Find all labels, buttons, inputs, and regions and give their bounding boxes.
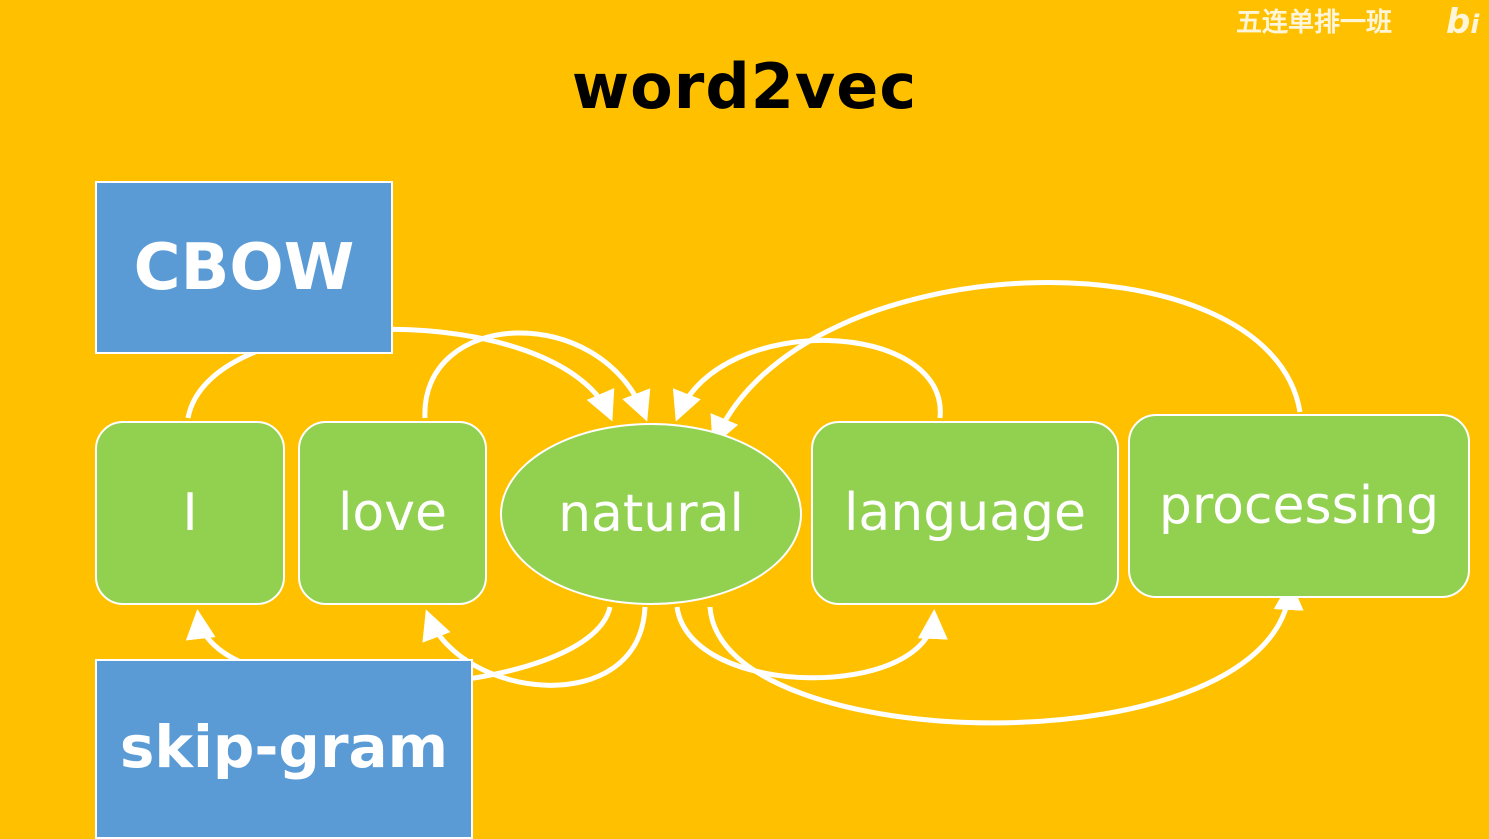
- cbow-label-box: CBOW: [95, 181, 393, 354]
- word-box-i: I: [95, 421, 285, 605]
- arrow-processing-to-natural: [710, 280, 1303, 447]
- word-ellipse-natural: natural: [500, 423, 802, 605]
- arrow-love-to-natural: [422, 330, 651, 422]
- bilibili-logo-icon: bi: [1446, 2, 1480, 42]
- arrow-language-to-natural: [672, 338, 943, 422]
- word-box-language: language: [811, 421, 1119, 605]
- arrow-natural-to-language: [674, 606, 948, 681]
- word-box-love: love: [298, 421, 487, 605]
- word-box-processing: processing: [1128, 414, 1470, 598]
- slide-title: word2vec: [571, 50, 918, 123]
- watermark-text: 五连单排一班: [1236, 8, 1393, 38]
- arrow-natural-to-processing: [707, 580, 1304, 726]
- skipgram-label-box: skip-gram: [95, 659, 473, 839]
- arrow-natural-to-love: [422, 606, 648, 688]
